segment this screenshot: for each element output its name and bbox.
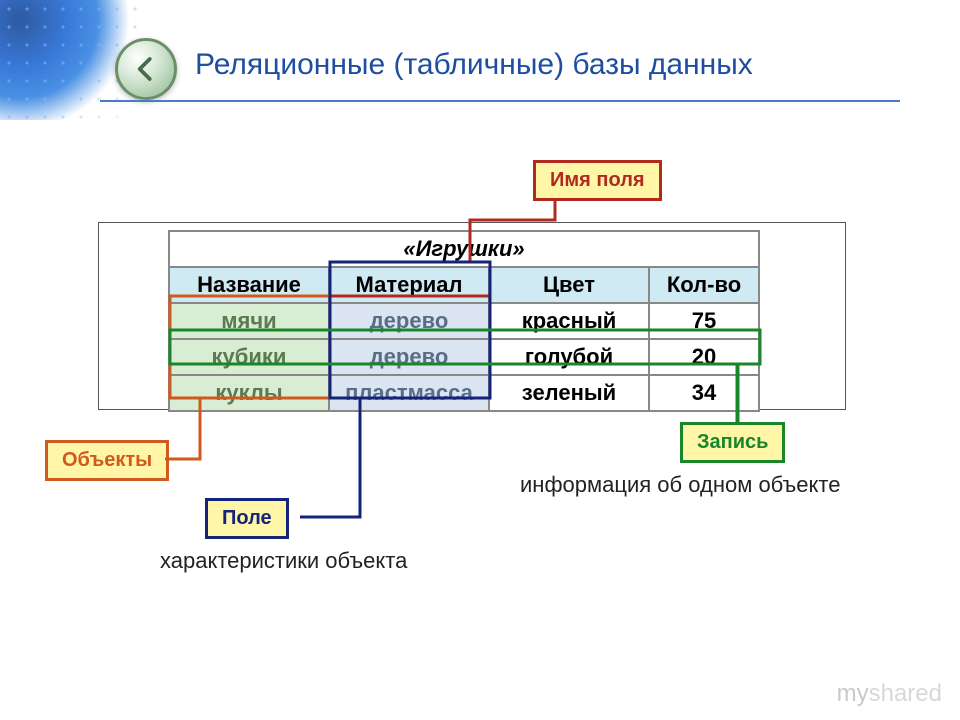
page-title: Реляционные (табличные) базы данных xyxy=(195,48,753,82)
note-record: информация об одном объекте xyxy=(520,472,840,498)
back-button[interactable] xyxy=(115,38,177,100)
database-table: «Игрушки» Название Материал Цвет Кол-во … xyxy=(168,230,760,412)
callout-objects: Объекты xyxy=(45,440,169,481)
chevron-left-icon xyxy=(131,54,161,84)
callout-field-name: Имя поля xyxy=(533,160,662,201)
table-row: мячи дерево красный 75 xyxy=(169,303,759,339)
callout-field: Поле xyxy=(205,498,289,539)
table-caption: «Игрушки» xyxy=(169,231,759,267)
col-header: Цвет xyxy=(489,267,649,303)
table-row: куклы пластмасса зеленый 34 xyxy=(169,375,759,411)
title-underline xyxy=(100,100,900,102)
table-header-row: Название Материал Цвет Кол-во xyxy=(169,267,759,303)
note-field: характеристики объекта xyxy=(160,548,407,574)
table-row: кубики дерево голубой 20 xyxy=(169,339,759,375)
col-header: Кол-во xyxy=(649,267,759,303)
col-header: Материал xyxy=(329,267,489,303)
col-header: Название xyxy=(169,267,329,303)
callout-record: Запись xyxy=(680,422,785,463)
watermark: myshared xyxy=(837,680,942,708)
